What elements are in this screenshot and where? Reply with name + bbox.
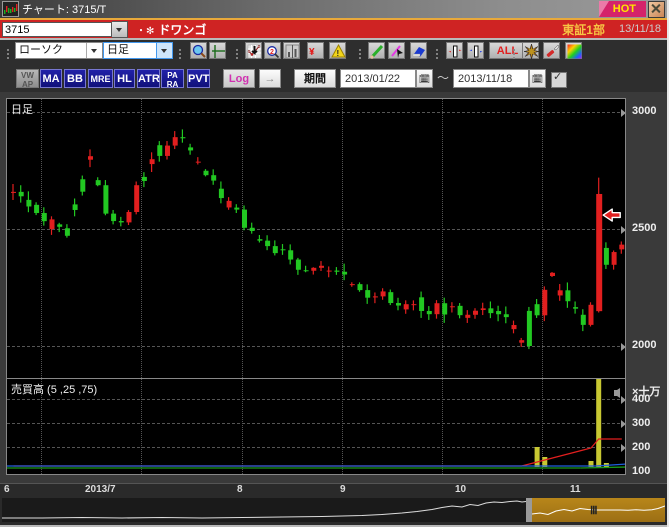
svg-text:¥: ¥: [309, 47, 315, 58]
svg-text:2: 2: [270, 49, 274, 56]
svg-text:!: !: [337, 49, 340, 58]
